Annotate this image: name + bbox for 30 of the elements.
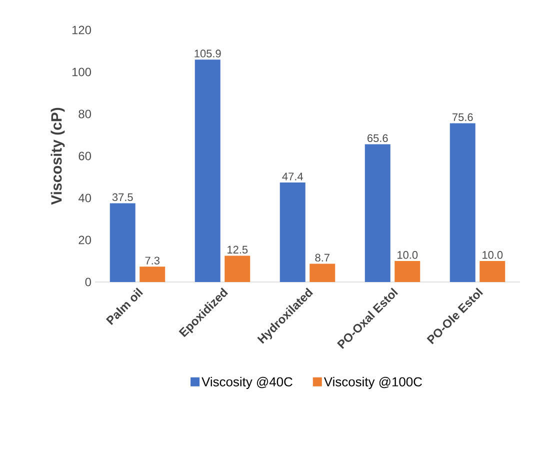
data-label: 7.3 [145, 256, 160, 264]
bar [364, 144, 390, 282]
y-axis-title: Viscosity (cP) [50, 108, 65, 205]
bar [310, 264, 336, 282]
y-tick-label: 0 [85, 278, 92, 286]
data-label: 12.5 [228, 246, 248, 254]
data-label: 47.4 [282, 172, 303, 180]
data-label: 75.6 [452, 113, 473, 122]
legend-label: Viscosity @100C [324, 376, 422, 389]
data-label: 37.5 [112, 193, 133, 202]
data-label: 65.6 [368, 134, 388, 142]
bar [450, 123, 476, 282]
y-tick-label: 60 [78, 152, 92, 160]
bar [224, 256, 250, 282]
y-tick-label: 100 [72, 68, 92, 76]
y-tick-label: 20 [78, 236, 92, 244]
bar [394, 261, 420, 282]
data-label: 10.0 [482, 251, 503, 259]
y-tick-label: 80 [78, 110, 92, 118]
bar [280, 182, 306, 282]
y-tick-label: 40 [78, 194, 92, 202]
bar [110, 203, 136, 282]
legend-label: Viscosity @40C [202, 376, 292, 389]
bar [194, 60, 220, 282]
data-label: 8.7 [315, 254, 330, 262]
data-label: 10.0 [398, 251, 418, 259]
data-label: 105.9 [194, 50, 221, 58]
y-tick-label: 120 [72, 26, 92, 34]
bar [480, 261, 506, 282]
bar [140, 266, 166, 282]
